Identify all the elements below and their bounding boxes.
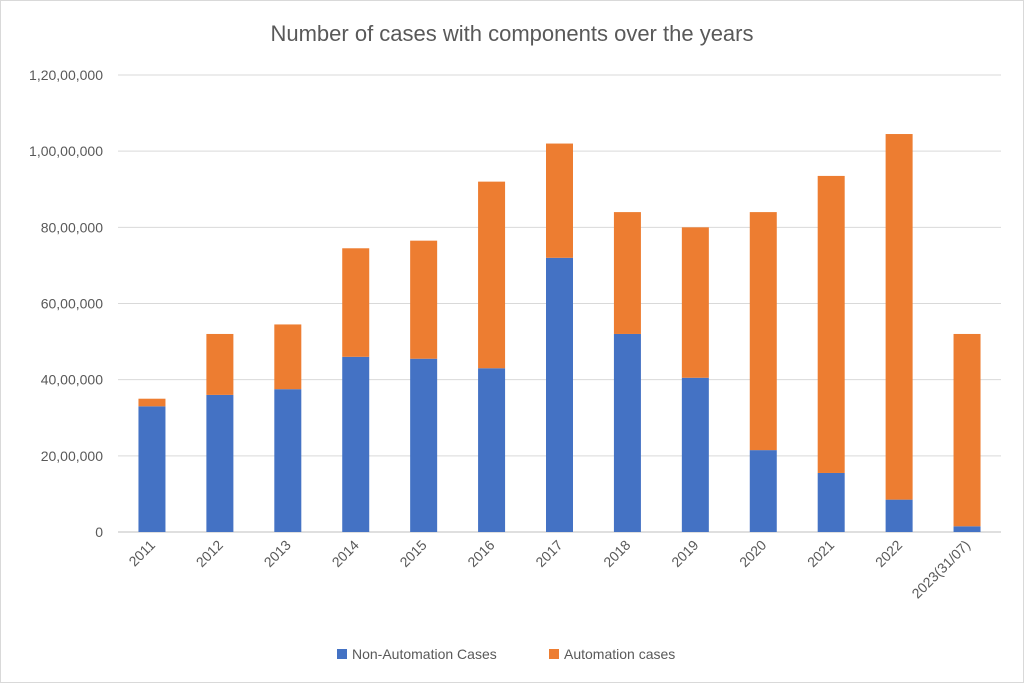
- bar-automation: [953, 333, 981, 527]
- x-tick-label: 2021: [804, 537, 837, 570]
- bar-automation: [817, 175, 845, 473]
- bar-non-automation: [885, 499, 913, 532]
- y-tick-label: 0: [95, 524, 103, 540]
- legend-swatch: [337, 649, 347, 659]
- x-tick-label: 2011: [125, 537, 158, 570]
- legend-label: Non-Automation Cases: [352, 646, 497, 662]
- bar-automation: [138, 398, 166, 407]
- x-tick-label: 2020: [736, 537, 769, 570]
- bar-automation: [410, 240, 438, 359]
- bar-automation: [206, 333, 234, 395]
- bar-automation: [546, 143, 573, 258]
- bars: [138, 134, 981, 532]
- x-tick-label: 2019: [668, 537, 701, 570]
- bar-automation: [342, 248, 370, 357]
- chart-title: Number of cases with components over the…: [270, 21, 753, 46]
- bar-non-automation: [410, 358, 438, 532]
- bar-non-automation: [546, 257, 573, 532]
- bar-non-automation: [478, 368, 506, 532]
- bar-automation: [613, 212, 641, 334]
- bar-non-automation: [613, 333, 641, 532]
- y-tick-label: 40,00,000: [41, 372, 103, 388]
- bar-non-automation: [953, 526, 981, 532]
- bar-non-automation: [206, 394, 234, 532]
- x-tick-label: 2017: [532, 537, 565, 570]
- x-tick-label: 2014: [329, 537, 362, 570]
- bar-non-automation: [817, 472, 845, 532]
- y-tick-label: 60,00,000: [41, 296, 103, 312]
- x-tick-label: 2023(31/07): [908, 537, 973, 602]
- bar-non-automation: [749, 450, 777, 532]
- bar-non-automation: [342, 356, 370, 532]
- x-axis-ticks: 2011 2012 2013 2014 2015 2016 2017 2018 2019 2020…: [125, 537, 973, 602]
- x-tick-label: 2018: [600, 537, 633, 570]
- y-tick-label: 1,20,00,000: [29, 67, 103, 83]
- y-tick-label: 1,00,00,000: [29, 143, 103, 159]
- y-tick-label: 20,00,000: [41, 448, 103, 464]
- bar-automation: [749, 212, 777, 451]
- x-tick-label: 2016: [464, 537, 497, 570]
- bar-automation: [478, 181, 506, 369]
- bar-non-automation: [274, 389, 302, 532]
- bar-non-automation: [138, 406, 166, 532]
- legend-swatch: [549, 649, 559, 659]
- bar-automation: [681, 227, 709, 378]
- bar-automation: [274, 324, 302, 390]
- x-tick-label: 2022: [872, 537, 905, 570]
- x-tick-label: 2015: [396, 537, 429, 570]
- bar-non-automation: [681, 377, 709, 532]
- x-tick-label: 2012: [193, 537, 226, 570]
- y-axis-ticks: 0 20,00,000 40,00,000 60,00,000 80,00,000 1,0…: [29, 67, 103, 540]
- x-tick-label: 2013: [261, 537, 294, 570]
- y-tick-label: 80,00,000: [41, 219, 103, 235]
- legend: Non-Automation Cases Automation cases: [337, 646, 675, 662]
- legend-label: Automation cases: [564, 646, 675, 662]
- bar-automation: [885, 134, 913, 500]
